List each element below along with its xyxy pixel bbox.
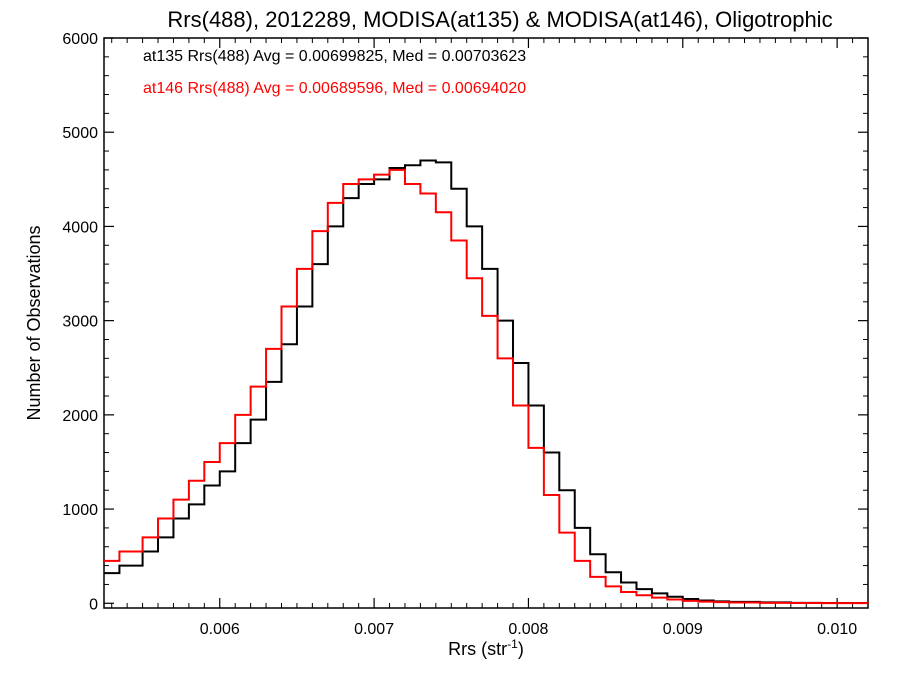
y-tick-label: 3000 (62, 314, 98, 331)
y-tick-label: 4000 (62, 219, 98, 236)
y-tick-label: 1000 (62, 502, 98, 519)
series-line-at135 (104, 159, 869, 605)
y-tick-label: 6000 (62, 31, 98, 48)
chart-title: Rrs(488), 2012289, MODISA(at135) & MODIS… (167, 7, 832, 32)
legend-entry-at135: at135 Rrs(488) Avg = 0.00699825, Med = 0… (143, 48, 526, 65)
series-line-at146 (104, 168, 869, 605)
x-tick-label: 0.007 (354, 621, 394, 638)
y-tick-label: 2000 (62, 408, 98, 425)
y-axis-label: Number of Observations (24, 225, 44, 420)
plot-frame (103, 37, 869, 609)
x-tick-label: 0.010 (817, 621, 857, 638)
legend-entry-at146: at146 Rrs(488) Avg = 0.00689596, Med = 0… (143, 80, 526, 97)
x-tick-label: 0.006 (200, 621, 240, 638)
x-axis-label: Rrs (str-1) (448, 637, 524, 659)
y-axis: 0 1000 2000 3000 4000 5000 6000 (62, 31, 868, 613)
legend: at135 Rrs(488) Avg = 0.00699825, Med = 0… (143, 48, 526, 97)
series-group (104, 159, 869, 605)
y-tick-label: 0 (89, 596, 98, 613)
x-tick-label: 0.009 (663, 621, 703, 638)
x-tick-label: 0.008 (508, 621, 548, 638)
x-axis: 0.006 0.007 0.008 0.009 0.010 (111, 38, 869, 638)
y-tick-label: 5000 (62, 125, 98, 142)
